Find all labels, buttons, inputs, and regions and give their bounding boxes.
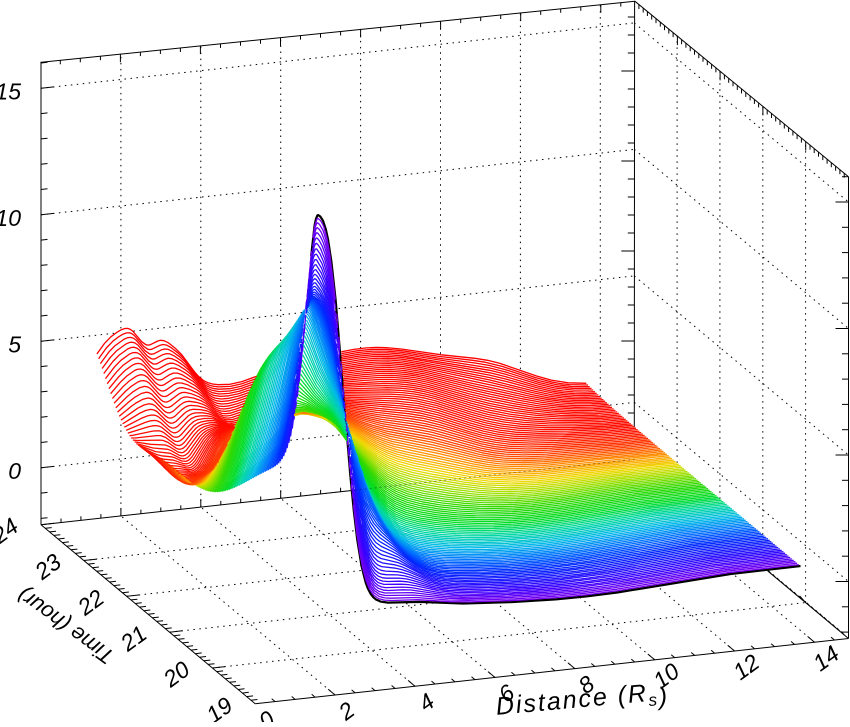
svg-text:10: 10 xyxy=(0,205,21,231)
svg-text:15: 15 xyxy=(0,78,21,104)
svg-text:5: 5 xyxy=(8,331,21,357)
svg-text:0: 0 xyxy=(8,458,21,484)
